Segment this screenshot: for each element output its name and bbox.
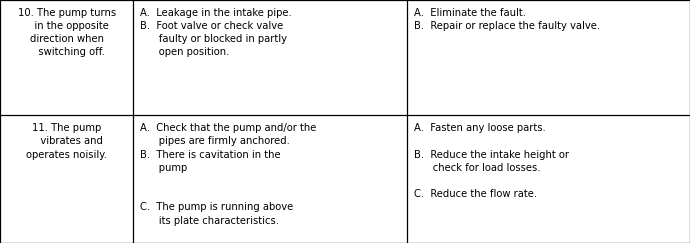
Text: A.  Check that the pump and/or the
      pipes are firmly anchored.
B.  There is: A. Check that the pump and/or the pipes …: [140, 123, 317, 226]
Text: A.  Leakage in the intake pipe.
B.  Foot valve or check valve
      faulty or bl: A. Leakage in the intake pipe. B. Foot v…: [140, 8, 292, 57]
Text: 11. The pump
   vibrates and
operates noisily.: 11. The pump vibrates and operates noisi…: [26, 123, 107, 160]
Text: A.  Fasten any loose parts.

B.  Reduce the intake height or
      check for loa: A. Fasten any loose parts. B. Reduce the…: [414, 123, 569, 199]
Text: 10. The pump turns
   in the opposite
direction when
   switching off.: 10. The pump turns in the opposite direc…: [17, 8, 116, 57]
Text: A.  Eliminate the fault.
B.  Repair or replace the faulty valve.: A. Eliminate the fault. B. Repair or rep…: [414, 8, 600, 31]
